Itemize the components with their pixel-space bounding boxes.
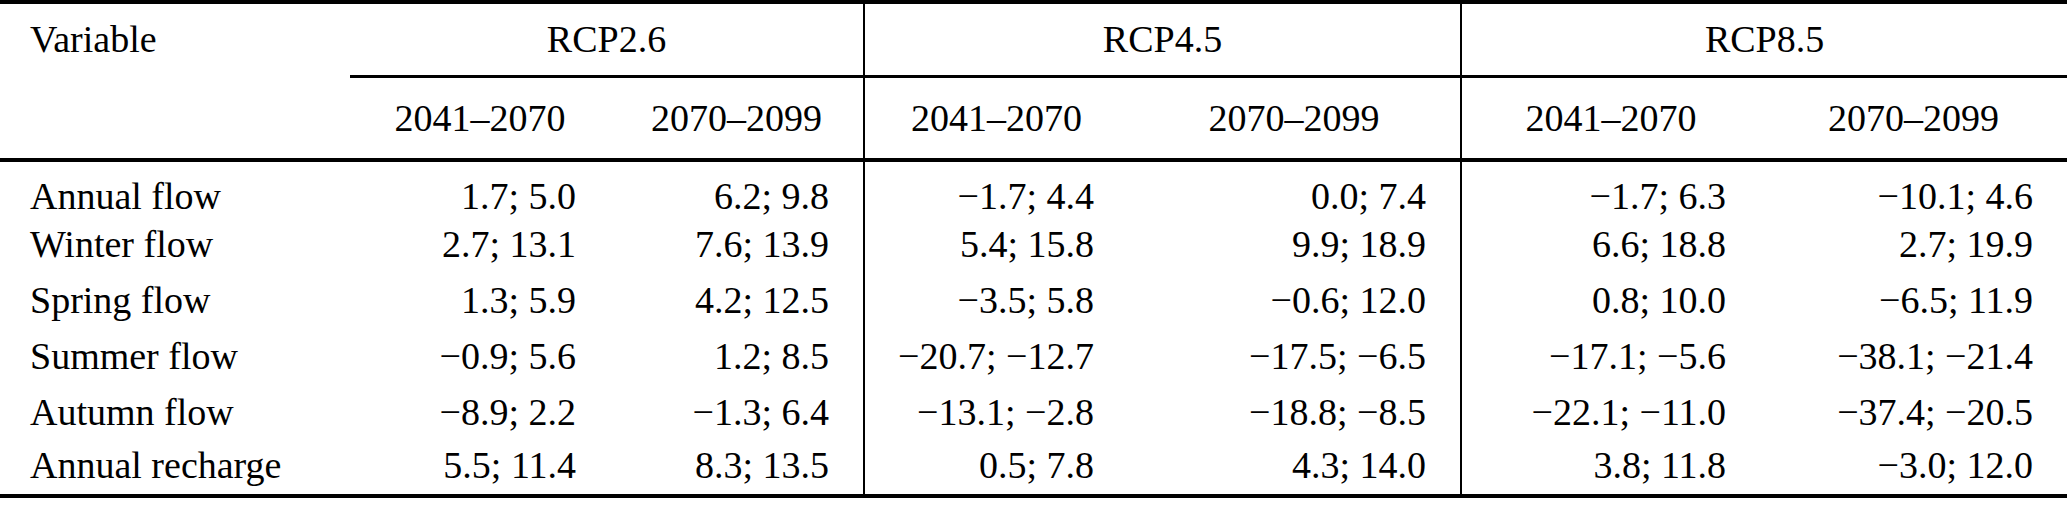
row-label-annual-flow: Annual flow [0, 160, 350, 216]
value-cell: 0.8; 10.0 [1461, 272, 1760, 328]
value-cell: 8.3; 13.5 [610, 440, 864, 496]
table-row-summer-flow: Summer flow −0.9; 5.6 1.2; 8.5 −20.7; −1… [0, 328, 2067, 384]
value-cell: 4.3; 14.0 [1128, 440, 1461, 496]
period-header-rcp45-late: 2070–2099 [1128, 76, 1461, 160]
value-cell: −37.4; −20.5 [1760, 384, 2067, 440]
value-cell: −6.5; 11.9 [1760, 272, 2067, 328]
period-header-rcp85-early: 2041–2070 [1461, 76, 1760, 160]
period-header-rcp26-late: 2070–2099 [610, 76, 864, 160]
value-cell: 1.2; 8.5 [610, 328, 864, 384]
row-label-summer-flow: Summer flow [0, 328, 350, 384]
value-cell: −38.1; −21.4 [1760, 328, 2067, 384]
group-header-rcp45: RCP4.5 [864, 2, 1461, 76]
value-cell: −0.6; 12.0 [1128, 272, 1461, 328]
value-cell: −17.5; −6.5 [1128, 328, 1461, 384]
value-cell: 5.5; 11.4 [350, 440, 610, 496]
value-cell: 4.2; 12.5 [610, 272, 864, 328]
value-cell: −20.7; −12.7 [864, 328, 1128, 384]
value-cell: −3.0; 12.0 [1760, 440, 2067, 496]
header-group-row: Variable RCP2.6 RCP4.5 RCP8.5 [0, 2, 2067, 76]
results-table: Variable RCP2.6 RCP4.5 RCP8.5 2041–2070 … [0, 0, 2067, 498]
value-cell: 2.7; 19.9 [1760, 216, 2067, 272]
period-header-rcp26-early: 2041–2070 [350, 76, 610, 160]
table-row-spring-flow: Spring flow 1.3; 5.9 4.2; 12.5 −3.5; 5.8… [0, 272, 2067, 328]
column-header-variable: Variable [0, 2, 350, 160]
value-cell: 7.6; 13.9 [610, 216, 864, 272]
value-cell: −8.9; 2.2 [350, 384, 610, 440]
period-header-rcp45-early: 2041–2070 [864, 76, 1128, 160]
table-row-annual-recharge: Annual recharge 5.5; 11.4 8.3; 13.5 0.5;… [0, 440, 2067, 496]
value-cell: 1.7; 5.0 [350, 160, 610, 216]
value-cell: 2.7; 13.1 [350, 216, 610, 272]
value-cell: 1.3; 5.9 [350, 272, 610, 328]
group-header-rcp26: RCP2.6 [350, 2, 864, 76]
value-cell: −13.1; −2.8 [864, 384, 1128, 440]
value-cell: 5.4; 15.8 [864, 216, 1128, 272]
value-cell: −22.1; −11.0 [1461, 384, 1760, 440]
row-label-annual-recharge: Annual recharge [0, 440, 350, 496]
value-cell: −10.1; 4.6 [1760, 160, 2067, 216]
value-cell: 0.5; 7.8 [864, 440, 1128, 496]
value-cell: −1.7; 6.3 [1461, 160, 1760, 216]
value-cell: −18.8; −8.5 [1128, 384, 1461, 440]
group-header-rcp85: RCP8.5 [1461, 2, 2067, 76]
value-cell: 0.0; 7.4 [1128, 160, 1461, 216]
paper-table-page: Variable RCP2.6 RCP4.5 RCP8.5 2041–2070 … [0, 0, 2067, 521]
value-cell: −0.9; 5.6 [350, 328, 610, 384]
table-row-annual-flow: Annual flow 1.7; 5.0 6.2; 9.8 −1.7; 4.4 … [0, 160, 2067, 216]
value-cell: −1.3; 6.4 [610, 384, 864, 440]
value-cell: 6.2; 9.8 [610, 160, 864, 216]
row-label-autumn-flow: Autumn flow [0, 384, 350, 440]
table-row-winter-flow: Winter flow 2.7; 13.1 7.6; 13.9 5.4; 15.… [0, 216, 2067, 272]
value-cell: 6.6; 18.8 [1461, 216, 1760, 272]
table-row-autumn-flow: Autumn flow −8.9; 2.2 −1.3; 6.4 −13.1; −… [0, 384, 2067, 440]
row-label-winter-flow: Winter flow [0, 216, 350, 272]
value-cell: −1.7; 4.4 [864, 160, 1128, 216]
value-cell: 9.9; 18.9 [1128, 216, 1461, 272]
row-label-spring-flow: Spring flow [0, 272, 350, 328]
value-cell: −17.1; −5.6 [1461, 328, 1760, 384]
period-header-rcp85-late: 2070–2099 [1760, 76, 2067, 160]
value-cell: −3.5; 5.8 [864, 272, 1128, 328]
value-cell: 3.8; 11.8 [1461, 440, 1760, 496]
